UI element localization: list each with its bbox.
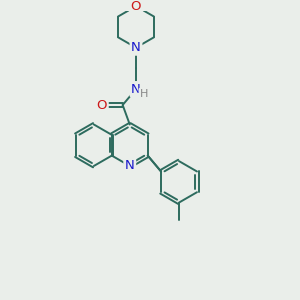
Text: N: N (125, 160, 135, 172)
Text: O: O (97, 98, 107, 112)
Text: O: O (131, 0, 141, 13)
Text: N: N (131, 41, 141, 54)
Text: N: N (131, 82, 141, 96)
Text: H: H (140, 89, 148, 99)
